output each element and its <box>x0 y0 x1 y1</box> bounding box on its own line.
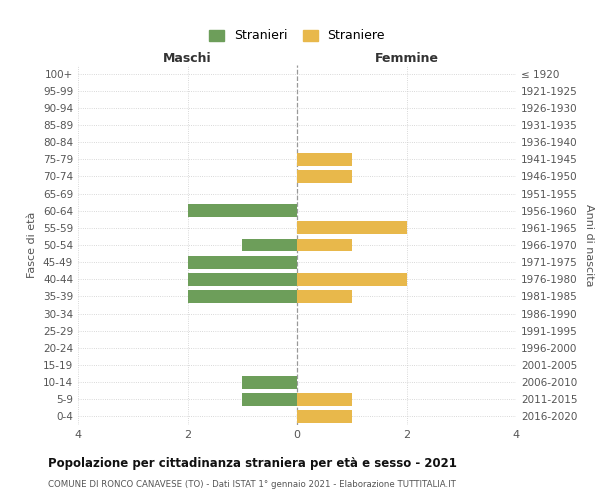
Bar <box>187 290 297 303</box>
Bar <box>297 153 352 166</box>
Bar <box>187 256 297 268</box>
Bar <box>242 238 297 252</box>
Bar <box>297 170 352 183</box>
Bar <box>297 410 352 423</box>
Bar <box>297 290 352 303</box>
Bar <box>187 273 297 285</box>
Y-axis label: Anni di nascita: Anni di nascita <box>584 204 594 286</box>
Bar <box>297 273 407 285</box>
Bar <box>297 222 407 234</box>
Legend: Stranieri, Straniere: Stranieri, Straniere <box>204 24 390 48</box>
Bar <box>297 238 352 252</box>
Text: Femmine: Femmine <box>374 52 439 65</box>
Y-axis label: Fasce di età: Fasce di età <box>28 212 37 278</box>
Bar <box>297 393 352 406</box>
Text: COMUNE DI RONCO CANAVESE (TO) - Dati ISTAT 1° gennaio 2021 - Elaborazione TUTTIT: COMUNE DI RONCO CANAVESE (TO) - Dati IST… <box>48 480 456 489</box>
Text: Maschi: Maschi <box>163 52 212 65</box>
Bar <box>187 204 297 217</box>
Text: Popolazione per cittadinanza straniera per età e sesso - 2021: Popolazione per cittadinanza straniera p… <box>48 458 457 470</box>
Bar <box>242 393 297 406</box>
Bar <box>242 376 297 388</box>
